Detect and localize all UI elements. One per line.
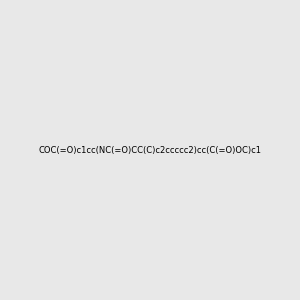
Text: COC(=O)c1cc(NC(=O)CC(C)c2ccccc2)cc(C(=O)OC)c1: COC(=O)c1cc(NC(=O)CC(C)c2ccccc2)cc(C(=O)… [38,146,262,154]
